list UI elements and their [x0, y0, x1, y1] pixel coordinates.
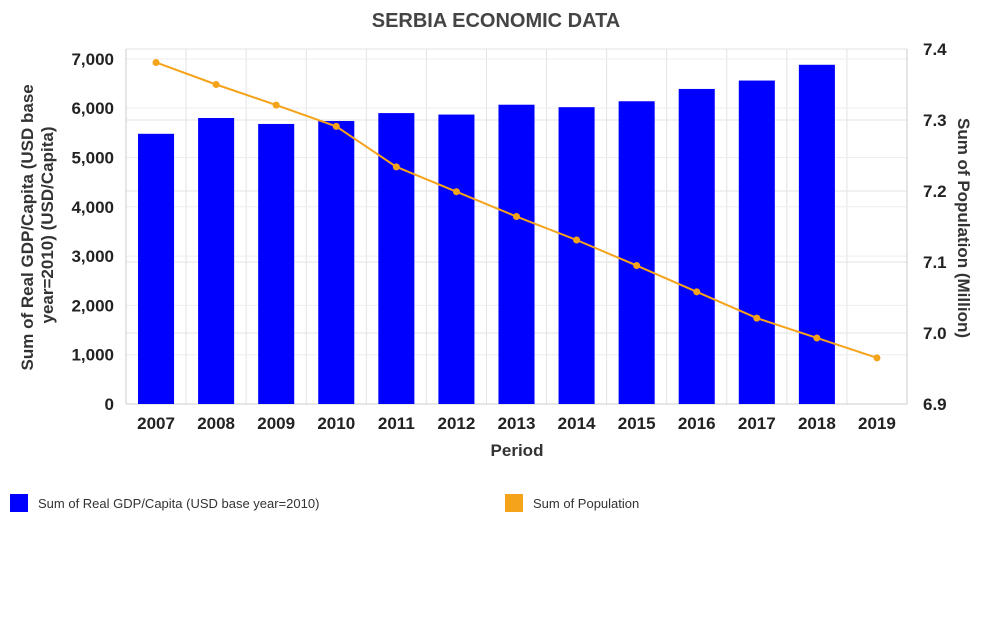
y-left-tick-label: 4,000	[71, 198, 114, 217]
bar-series	[138, 64, 835, 405]
y-right-tick-label: 7.1	[923, 253, 947, 272]
y-left-tick-label: 7,000	[71, 50, 114, 69]
bar-2016[interactable]	[678, 88, 715, 404]
y-axis-left-title: Sum of Real GDP/Capita (USD base year=20…	[18, 80, 57, 371]
legend-label-gdp: Sum of Real GDP/Capita (USD base year=20…	[38, 495, 320, 511]
y-right-tick-label: 6.9	[923, 395, 947, 414]
bar-2007[interactable]	[138, 133, 175, 405]
legend-swatch-population	[505, 494, 523, 512]
x-tick-label: 2008	[197, 414, 235, 433]
x-tick-label: 2012	[438, 414, 476, 433]
legend-item-gdp[interactable]: Sum of Real GDP/Capita (USD base year=20…	[10, 494, 319, 512]
x-tick-label: 2015	[618, 414, 656, 433]
line-series	[152, 58, 881, 362]
y-left-tick-label: 0	[105, 395, 114, 414]
population-point-2013[interactable]	[513, 213, 520, 221]
bar-2008[interactable]	[198, 118, 235, 405]
x-tick-label: 2016	[678, 414, 716, 433]
y-right-tick-label: 7.3	[923, 111, 947, 130]
x-axis-title: Period	[491, 441, 544, 460]
y-right-tick-label: 7.0	[923, 324, 947, 343]
population-point-2017[interactable]	[753, 314, 761, 322]
population-point-2018[interactable]	[813, 334, 821, 342]
population-point-2015[interactable]	[633, 262, 641, 270]
x-tick-label: 2017	[738, 414, 776, 433]
bar-2014[interactable]	[558, 107, 595, 405]
axis-ticks: 0 1,000 2,000 3,000 4,000 5,000 6,000 7,000 6.9 7…	[71, 40, 947, 433]
legend: Sum of Real GDP/Capita (USD base year=20…	[0, 494, 991, 518]
population-point-2007[interactable]	[152, 58, 160, 66]
population-point-2012[interactable]	[452, 188, 460, 196]
bar-2012[interactable]	[438, 114, 475, 404]
chart-title: SERBIA ECONOMIC DATA	[372, 10, 621, 32]
population-point-2009[interactable]	[272, 101, 280, 109]
x-tick-label: 2011	[378, 414, 415, 433]
x-tick-label: 2019	[858, 414, 896, 433]
population-point-2008[interactable]	[212, 81, 220, 88]
x-tick-label: 2014	[558, 414, 596, 433]
x-tick-label: 2018	[798, 414, 836, 433]
bar-2009[interactable]	[258, 123, 295, 404]
population-point-2011[interactable]	[392, 163, 400, 171]
y-left-tick-label: 6,000	[71, 99, 114, 118]
bar-2010[interactable]	[318, 120, 355, 404]
x-tick-label: 2010	[317, 414, 355, 433]
x-tick-label: 2013	[498, 414, 536, 433]
y-axis-right-title: Sum of Population (Million)	[954, 118, 973, 338]
y-left-tick-label: 3,000	[71, 247, 114, 266]
x-tick-label: 2009	[257, 414, 295, 433]
bar-2015[interactable]	[618, 101, 655, 404]
bar-2017[interactable]	[738, 80, 775, 405]
y-left-tick-label: 1,000	[71, 346, 114, 365]
y-right-tick-label: 7.2	[923, 182, 947, 201]
legend-item-population[interactable]: Sum of Population	[505, 494, 639, 512]
legend-swatch-gdp	[10, 494, 28, 512]
y-left-tick-label: 2,000	[71, 296, 114, 315]
bar-2018[interactable]	[798, 64, 835, 405]
bar-2011[interactable]	[378, 113, 415, 404]
y-left-tick-label: 5,000	[71, 148, 114, 167]
population-point-2014[interactable]	[573, 236, 581, 244]
bar-2013[interactable]	[498, 104, 535, 405]
population-point-2010[interactable]	[332, 122, 340, 130]
population-point-2016[interactable]	[693, 288, 701, 296]
legend-label-population: Sum of Population	[533, 495, 640, 511]
y-right-tick-label: 7.4	[923, 40, 947, 59]
x-tick-label: 2007	[137, 414, 175, 433]
population-point-2019[interactable]	[873, 354, 881, 362]
